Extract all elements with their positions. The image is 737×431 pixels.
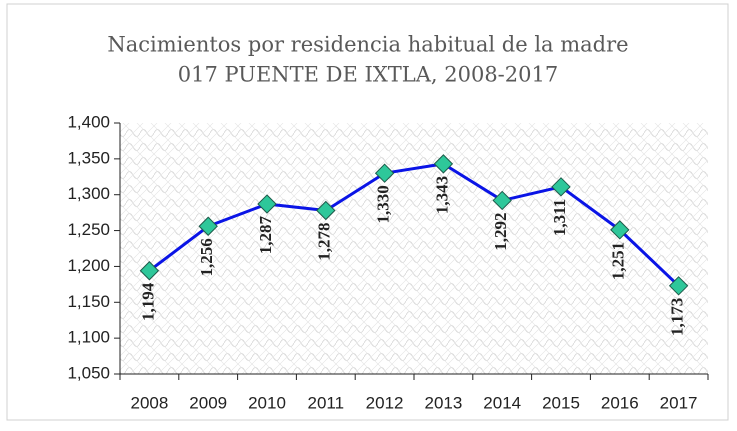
chart-title: Nacimientos por residencia habitual de l… <box>107 33 628 57</box>
y-tick-label: 1,050 <box>67 363 110 382</box>
y-tick-label: 1,200 <box>67 256 110 275</box>
data-label: 1,256 <box>197 238 216 276</box>
data-label: 1,251 <box>609 242 628 280</box>
x-tick-label: 2009 <box>189 393 227 412</box>
marker <box>316 200 336 221</box>
marker <box>492 190 512 211</box>
x-tick-label: 2014 <box>483 393 521 412</box>
plot-area <box>120 123 708 374</box>
data-label: 1,330 <box>374 185 393 223</box>
marker <box>610 220 630 240</box>
y-tick-label: 1,250 <box>67 220 110 239</box>
x-tick-label: 2011 <box>308 393 345 412</box>
marker <box>198 216 218 236</box>
x-tick-label: 2013 <box>424 393 462 412</box>
y-tick-label: 1,350 <box>67 148 110 167</box>
marker <box>433 154 454 174</box>
marker <box>374 163 395 183</box>
y-tick-label: 1,100 <box>67 328 110 347</box>
x-tick-label: 2016 <box>601 393 639 412</box>
data-label: 1,278 <box>315 222 334 260</box>
data-label: 1,343 <box>432 176 451 214</box>
y-tick-label: 1,300 <box>67 184 110 203</box>
data-label: 1,292 <box>491 212 510 250</box>
x-tick-label: 2008 <box>130 393 168 412</box>
data-label: 1,173 <box>668 298 687 336</box>
x-tick-label: 2017 <box>660 393 698 412</box>
x-tick-label: 2015 <box>542 393 580 412</box>
data-label: 1,287 <box>256 216 275 255</box>
y-tick-label: 1,400 <box>67 112 110 131</box>
data-label: 1,194 <box>138 282 157 321</box>
y-tick-label: 1,150 <box>67 292 110 311</box>
chart-subtitle: 017 PUENTE DE IXTLA, 2008-2017 <box>178 63 558 87</box>
data-label: 1,311 <box>550 199 569 236</box>
x-tick-label: 2010 <box>248 393 286 412</box>
marker <box>257 194 277 214</box>
marker <box>551 177 571 197</box>
marker <box>139 261 160 281</box>
x-tick-label: 2012 <box>366 393 404 412</box>
marker <box>668 276 689 296</box>
line <box>148 162 680 287</box>
